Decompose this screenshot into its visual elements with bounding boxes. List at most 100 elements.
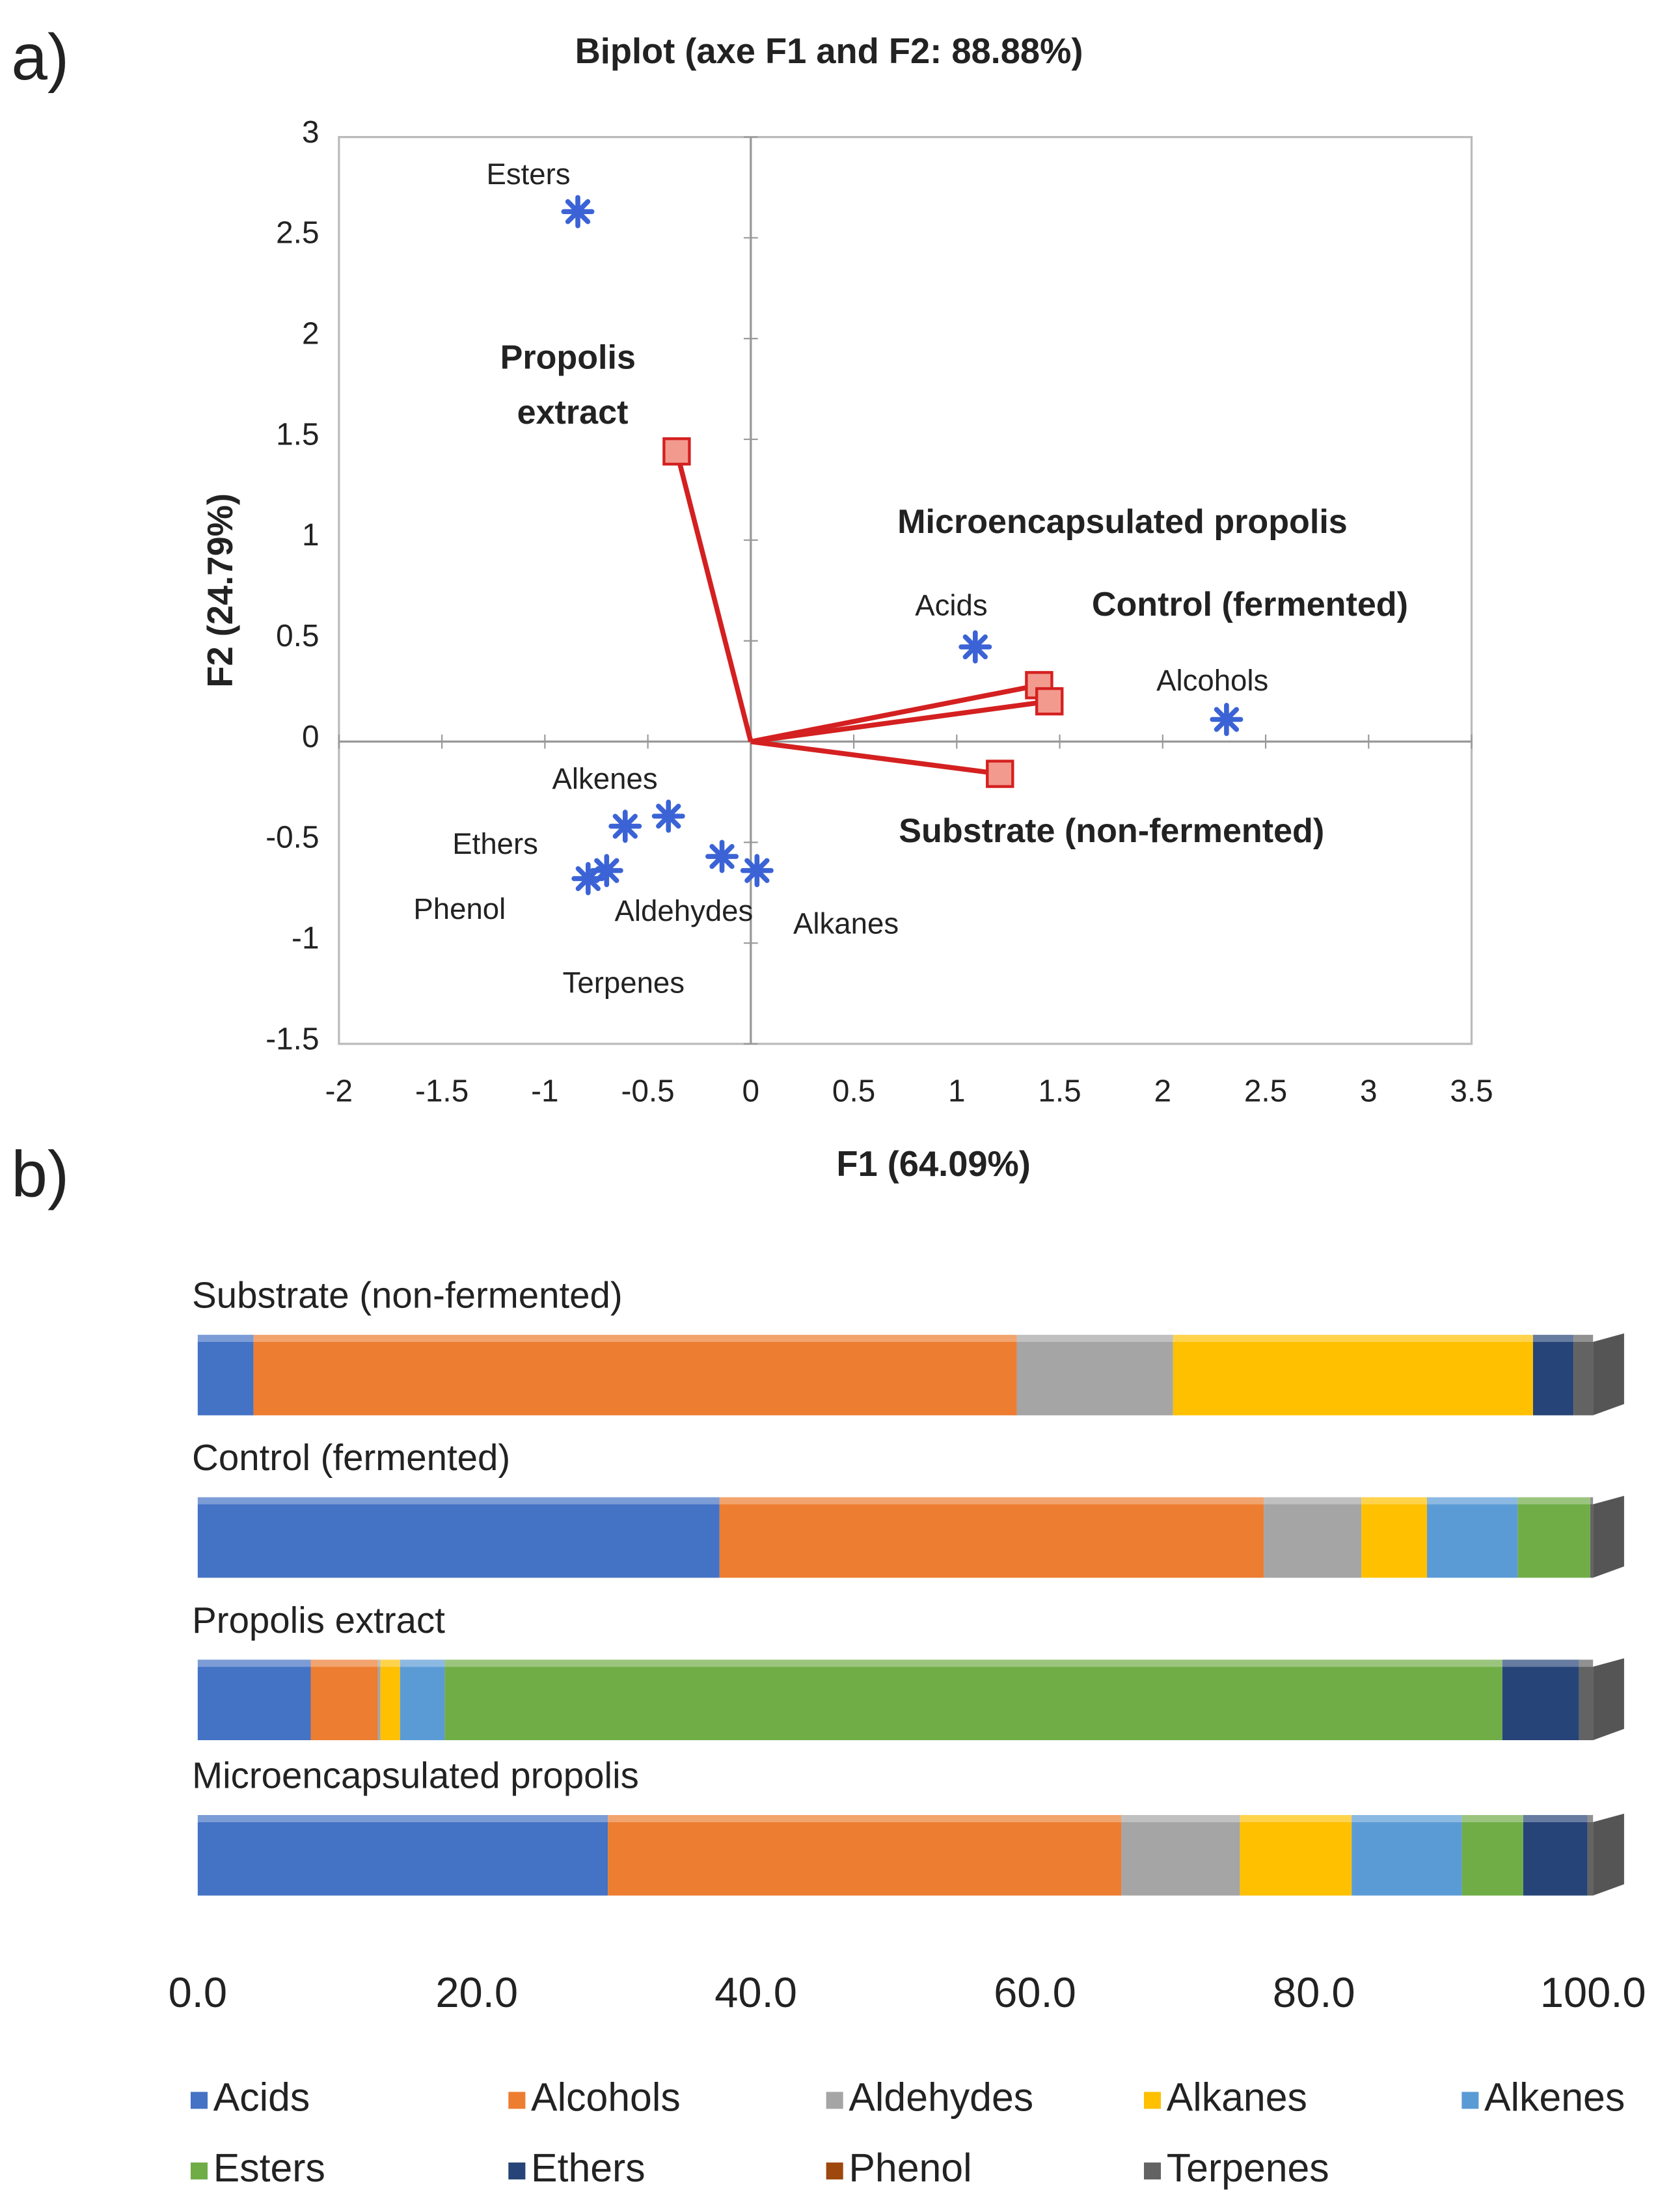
bar-segment bbox=[197, 1667, 311, 1740]
bar-segment bbox=[197, 1341, 254, 1415]
legend-label: Acids bbox=[213, 2075, 310, 2119]
bar-end bbox=[1593, 1813, 1624, 1896]
y-tick-label: -1.5 bbox=[265, 1022, 319, 1056]
observation-point bbox=[662, 437, 691, 466]
bar-segment bbox=[1352, 1822, 1462, 1896]
bar-segment-top bbox=[1502, 1659, 1579, 1667]
y-tick-label: 2.5 bbox=[276, 216, 319, 251]
bar-segment bbox=[1587, 1822, 1594, 1896]
x-tick-label: 0 bbox=[742, 1074, 760, 1109]
bar-segment-top bbox=[310, 1659, 378, 1667]
bar-segment bbox=[719, 1504, 1264, 1578]
bar-segment bbox=[197, 1822, 608, 1896]
bar-segment-top bbox=[1590, 1497, 1594, 1505]
legend-label: Esters bbox=[213, 2146, 325, 2190]
bar-segment bbox=[1016, 1341, 1173, 1415]
variable-point bbox=[571, 862, 605, 895]
bar-segment bbox=[608, 1822, 1122, 1896]
bar-segment-top bbox=[377, 1659, 381, 1667]
bar-segment-top bbox=[380, 1659, 400, 1667]
x-tick-label: 1 bbox=[948, 1074, 966, 1109]
x-tick-label: 3 bbox=[1360, 1074, 1378, 1109]
legend-swatch bbox=[1143, 2092, 1162, 2109]
bar-segment-top bbox=[1517, 1497, 1590, 1505]
bar-segment bbox=[380, 1667, 400, 1740]
observation-point bbox=[986, 759, 1014, 788]
bar-segment bbox=[1264, 1504, 1362, 1578]
bar-end bbox=[1593, 1495, 1624, 1578]
bar-segment-top bbox=[197, 1659, 311, 1667]
legend-swatch bbox=[508, 2092, 526, 2109]
variable-label: Esters bbox=[486, 157, 570, 191]
variable-label: Alcohols bbox=[1156, 664, 1268, 697]
legend-label: Alkenes bbox=[1484, 2075, 1625, 2119]
bar-segment bbox=[1523, 1822, 1588, 1896]
category-label: Control (fermented) bbox=[192, 1437, 510, 1478]
vector bbox=[750, 698, 1050, 744]
legend-label: Phenol bbox=[849, 2146, 972, 2190]
observation-label: Propolis extract bbox=[500, 338, 636, 431]
x-axis-label: F1 (64.09%) bbox=[836, 1145, 1031, 1184]
bar-segment bbox=[1121, 1822, 1240, 1896]
bar-segment-top bbox=[1587, 1815, 1594, 1822]
y-tick-label: -0.5 bbox=[265, 821, 319, 855]
category-label: Microencapsulated propolis bbox=[192, 1755, 639, 1796]
bar-segment-top bbox=[197, 1815, 608, 1822]
variable-label: Terpenes bbox=[563, 966, 685, 1000]
variable-point bbox=[590, 854, 623, 888]
bar-segment-top bbox=[1240, 1815, 1352, 1822]
bar-end bbox=[1593, 1333, 1624, 1415]
bar-segment bbox=[253, 1341, 1017, 1415]
bar-segment bbox=[1532, 1341, 1574, 1415]
y-axis-label: F2 (24.79%) bbox=[201, 493, 240, 688]
legend-swatch bbox=[190, 2092, 208, 2109]
x-tick-label: 2.5 bbox=[1244, 1074, 1287, 1109]
bar-segment bbox=[1502, 1667, 1579, 1740]
category-label: Substrate (non-fermented) bbox=[192, 1275, 623, 1316]
bar-segment bbox=[444, 1667, 1502, 1740]
variable-point bbox=[958, 630, 992, 664]
legend-label: Alcohols bbox=[531, 2075, 681, 2119]
variable-point bbox=[740, 854, 774, 888]
bar-segment-top bbox=[253, 1335, 1017, 1342]
bar-segment bbox=[1361, 1504, 1427, 1578]
x-tick-label: 40.0 bbox=[714, 1969, 797, 2016]
variable-point bbox=[608, 810, 642, 843]
x-tick-label: -0.5 bbox=[621, 1074, 674, 1109]
y-tick-label: 0.5 bbox=[276, 619, 319, 653]
bar-segment-top bbox=[197, 1497, 720, 1505]
bar-segment-top bbox=[719, 1497, 1264, 1505]
bar-segment bbox=[1173, 1341, 1533, 1415]
panel-label: b) bbox=[11, 1139, 69, 1211]
legend-swatch bbox=[1461, 2092, 1479, 2109]
bar-segment bbox=[1579, 1667, 1594, 1740]
x-tick-label: 20.0 bbox=[435, 1969, 518, 2016]
bar-segment-top bbox=[1016, 1335, 1173, 1342]
bar-segment-top bbox=[1426, 1497, 1518, 1505]
variable-label: Acids bbox=[915, 588, 987, 621]
bar-segment bbox=[310, 1667, 378, 1740]
legend-label: Terpenes bbox=[1167, 2146, 1329, 2190]
vector bbox=[750, 739, 1001, 776]
bar-segment-top bbox=[1461, 1815, 1523, 1822]
y-tick-label: 2 bbox=[302, 317, 319, 351]
legend-swatch bbox=[1143, 2162, 1162, 2179]
legend-label: Ethers bbox=[531, 2146, 646, 2190]
legend-swatch bbox=[190, 2162, 208, 2179]
bar-segment bbox=[1461, 1822, 1523, 1896]
legend-label: Alkanes bbox=[1167, 2075, 1307, 2119]
variable-point bbox=[1210, 702, 1244, 736]
bar-segment-top bbox=[1121, 1815, 1240, 1822]
variable-point bbox=[705, 840, 739, 873]
bar-segment-top bbox=[1352, 1815, 1462, 1822]
panel-label: a) bbox=[11, 21, 69, 94]
bar-segment-top bbox=[608, 1815, 1122, 1822]
variable-label: Phenol bbox=[413, 892, 506, 925]
vector bbox=[674, 450, 754, 743]
bar-end bbox=[1593, 1658, 1624, 1740]
y-tick-label: -1 bbox=[292, 921, 319, 955]
x-tick-label: -2 bbox=[325, 1074, 353, 1109]
variable-label: Aldehydes bbox=[615, 894, 754, 927]
legend-swatch bbox=[826, 2162, 843, 2179]
